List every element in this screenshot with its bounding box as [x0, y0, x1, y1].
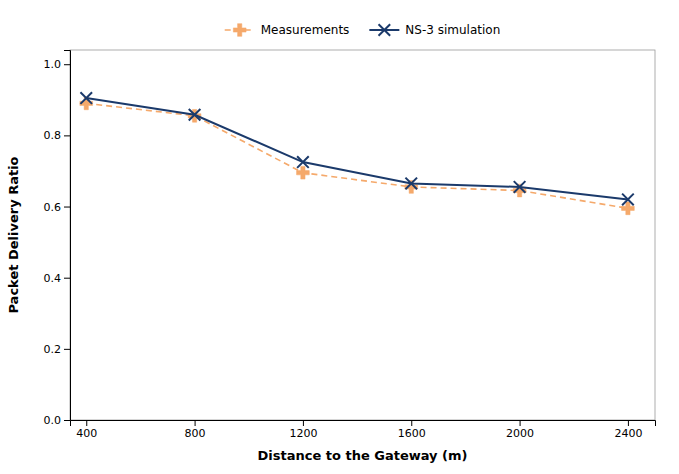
- legend-item: Measurements: [225, 23, 350, 37]
- marker: [297, 166, 310, 179]
- tick-mark: [64, 349, 70, 350]
- chart: 400 800 1200 1600 2000 2400 0.0 0.2 0.4 0.6 0.8 1.0…: [0, 0, 679, 474]
- line: [86, 103, 628, 208]
- tick: 1.0: [44, 58, 71, 71]
- tick-label: 0.2: [44, 343, 62, 356]
- tick: 2400: [614, 420, 642, 440]
- tick-mark: [86, 420, 87, 426]
- tick: 2000: [506, 420, 534, 440]
- plot-frame: [70, 50, 655, 420]
- plot: 400 800 1200 1600 2000 2400 0.0 0.2 0.4 0.6 0.8 1.0: [44, 50, 656, 440]
- tick-mark: [64, 207, 70, 208]
- tick-mark: [303, 420, 304, 426]
- tick-mark: [64, 64, 70, 65]
- axis-line: [71, 421, 656, 427]
- legend-label: Measurements: [261, 23, 350, 37]
- marker: [297, 156, 309, 168]
- tick-mark: [411, 420, 412, 426]
- legend-label: NS-3 simulation: [405, 23, 500, 37]
- tick-label: 2000: [506, 427, 534, 440]
- tick: 1200: [289, 420, 317, 440]
- legend-marker: [233, 24, 246, 37]
- tick-mark: [520, 420, 521, 426]
- tick-label: 800: [185, 427, 206, 440]
- tick-mark: [195, 420, 196, 426]
- marker: [514, 181, 526, 193]
- tick-label: 0.6: [44, 201, 62, 214]
- y-axis-title: Packet Delivery Ratio: [6, 156, 21, 313]
- legend-item: NS-3 simulation: [369, 23, 500, 37]
- tick-label: 0.4: [44, 272, 62, 285]
- legend-marker: [379, 24, 391, 36]
- series: [80, 92, 633, 205]
- tick-label: 1200: [289, 427, 317, 440]
- tick-label: 1600: [398, 427, 426, 440]
- tick-mark: [628, 420, 629, 426]
- tick-label: 0.0: [44, 414, 62, 427]
- tick-mark: [64, 420, 70, 421]
- y-axis: 0.0 0.2 0.4 0.6 0.8 1.0: [44, 51, 71, 428]
- marker: [189, 109, 201, 121]
- marker: [405, 178, 417, 190]
- tick-label: 0.8: [44, 129, 62, 142]
- tick: 0.8: [44, 129, 71, 142]
- marks: [80, 92, 634, 214]
- tick: 1600: [398, 420, 426, 440]
- legend: Measurements NS-3 simulation: [225, 23, 501, 37]
- tick-label: 1.0: [44, 58, 62, 71]
- tick: 800: [185, 420, 206, 440]
- axis-line: [64, 51, 71, 421]
- tick: 0.6: [44, 201, 71, 214]
- tick-label: 400: [76, 427, 97, 440]
- marker: [622, 194, 634, 206]
- line: [86, 98, 628, 199]
- tick-label: 2400: [614, 427, 642, 440]
- tick: 0.2: [44, 343, 71, 356]
- tick: 0.4: [44, 272, 71, 285]
- tick: 0.0: [44, 414, 71, 427]
- tick-mark: [64, 135, 70, 136]
- x-axis: 400 800 1200 1600 2000 2400: [71, 420, 656, 440]
- x-axis-title: Distance to the Gateway (m): [257, 448, 467, 463]
- series: [80, 97, 634, 215]
- marker: [80, 92, 92, 104]
- tick: 400: [76, 420, 97, 440]
- tick-mark: [64, 278, 70, 279]
